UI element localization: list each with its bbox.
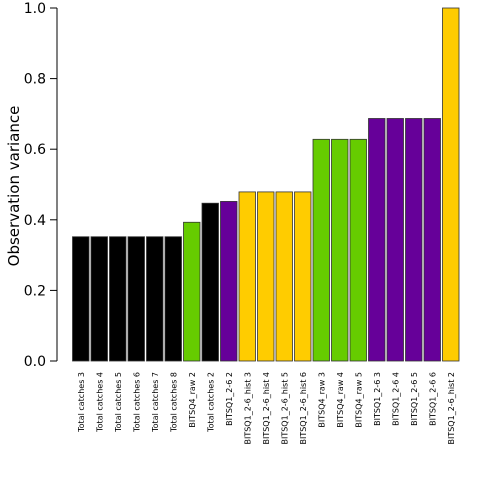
bar: [405, 118, 423, 362]
x-category-label: BITSQ4_raw 2: [188, 372, 197, 428]
x-category-label: BITSQ4_raw 3: [317, 372, 326, 428]
y-tick-label: 0.2: [24, 283, 46, 299]
x-category-label: BITSQ1_2-6 4: [391, 372, 400, 426]
x-category-label: BITSQ1_2-6 6: [428, 372, 437, 426]
y-tick-label: 1.0: [24, 1, 46, 17]
y-tick-label: 0.6: [24, 142, 46, 158]
bar: [201, 202, 219, 362]
y-tick-label: 0.8: [24, 72, 46, 88]
x-category-label: BITSQ1_2-6_hist 3: [243, 372, 252, 445]
y-tick-label: 0.0: [24, 354, 46, 370]
bars-group: [72, 7, 460, 362]
x-category-label: Total catches 3: [77, 372, 86, 433]
bar: [238, 191, 256, 362]
bar: [220, 201, 238, 362]
x-axis-labels: Total catches 3 Total catches 4 Total catc…: [77, 372, 456, 445]
x-category-label: Total catches 2: [206, 372, 215, 433]
x-category-label: BITSQ4_raw 4: [336, 372, 345, 428]
bar: [109, 236, 127, 362]
bar: [183, 221, 201, 362]
x-category-label: Total catches 7: [151, 372, 160, 433]
x-category-label: Total catches 8: [169, 372, 178, 433]
bar: [312, 138, 330, 362]
bar: [146, 236, 164, 362]
x-category-label: BITSQ1_2-6_hist 2: [447, 372, 456, 445]
y-axis-ticks: 0.0 0.2 0.4 0.6 0.8 1.0: [24, 1, 57, 370]
bar: [331, 138, 349, 362]
x-category-label: BITSQ1_2-6 5: [410, 372, 419, 426]
x-category-label: BITSQ1_2-6_hist 4: [262, 372, 271, 445]
bar: [257, 191, 275, 362]
bar: [275, 191, 293, 362]
bar: [442, 7, 460, 362]
x-category-label: BITSQ1_2-6 2: [225, 372, 234, 426]
bar: [386, 118, 404, 362]
y-axis-title: Observation variance: [5, 106, 23, 267]
bar: [127, 236, 145, 362]
bar: [72, 236, 90, 362]
x-category-label: BITSQ4_raw 5: [354, 372, 363, 428]
bar: [294, 191, 312, 362]
bar: [90, 236, 108, 362]
x-category-label: Total catches 5: [114, 372, 123, 433]
y-tick-label: 0.4: [24, 213, 46, 229]
x-category-label: Total catches 4: [95, 372, 104, 433]
x-category-label: Total catches 6: [132, 372, 141, 433]
bar: [349, 138, 367, 362]
bar: [368, 118, 386, 362]
bar: [164, 236, 182, 362]
x-category-label: BITSQ1_2-6_hist 6: [299, 372, 308, 445]
x-category-label: BITSQ1_2-6_hist 5: [280, 372, 289, 445]
x-category-label: BITSQ1_2-6 3: [373, 372, 382, 426]
bar: [423, 118, 441, 362]
